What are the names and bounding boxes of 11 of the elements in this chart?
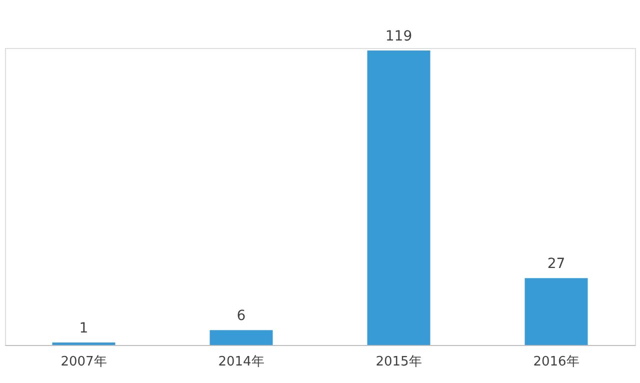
data-label: 119 — [385, 28, 412, 44]
bar — [524, 278, 588, 345]
x-tick-label: 2014年 — [218, 354, 264, 370]
x-tick-label: 2016年 — [533, 354, 580, 370]
data-label: 6 — [236, 308, 246, 324]
data-label: 27 — [547, 256, 566, 272]
data-label: 1 — [79, 320, 88, 337]
bar — [367, 50, 430, 345]
bar — [210, 330, 273, 345]
x-tick-label: 2015年 — [376, 354, 422, 370]
x-tick-label: 2007年 — [60, 354, 107, 370]
